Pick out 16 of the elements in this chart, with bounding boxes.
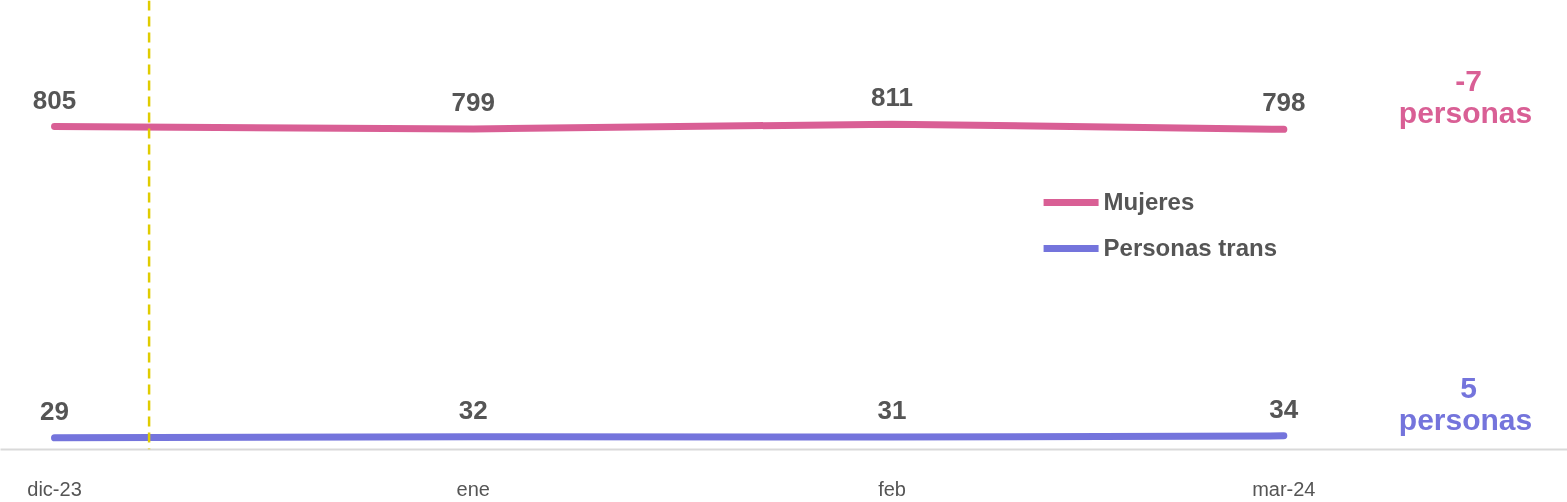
- x-tick-label: mar-24: [1252, 477, 1316, 500]
- data-label: 32: [458, 394, 488, 425]
- data-label: 798: [1262, 87, 1306, 118]
- legend-label: Personas trans: [1103, 233, 1277, 262]
- x-tick-label: ene: [456, 477, 490, 500]
- data-label: 34: [1269, 393, 1299, 424]
- x-tick-label: dic-23: [27, 477, 82, 500]
- data-label: 805: [32, 84, 77, 115]
- data-label: 799: [451, 86, 495, 117]
- annotation: -7 personas: [1398, 64, 1533, 130]
- x-tick-label: feb: [878, 477, 906, 500]
- data-label: 811: [871, 82, 914, 113]
- annotation: 5 personas: [1398, 370, 1533, 436]
- data-label: 31: [877, 395, 907, 426]
- legend-label: Mujeres: [1103, 187, 1195, 216]
- data-label: 29: [40, 395, 69, 426]
